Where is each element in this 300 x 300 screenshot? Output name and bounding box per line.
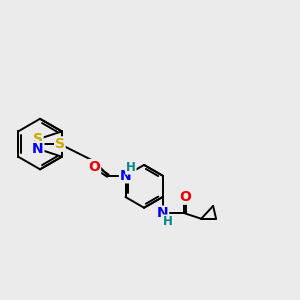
Text: H: H bbox=[163, 215, 173, 228]
Text: S: S bbox=[55, 137, 65, 151]
Text: H: H bbox=[126, 161, 136, 174]
Text: O: O bbox=[88, 160, 101, 174]
Text: N: N bbox=[120, 169, 131, 183]
Text: S: S bbox=[33, 132, 43, 146]
Text: N: N bbox=[32, 142, 44, 156]
Text: N: N bbox=[157, 206, 168, 220]
Text: O: O bbox=[179, 190, 191, 204]
